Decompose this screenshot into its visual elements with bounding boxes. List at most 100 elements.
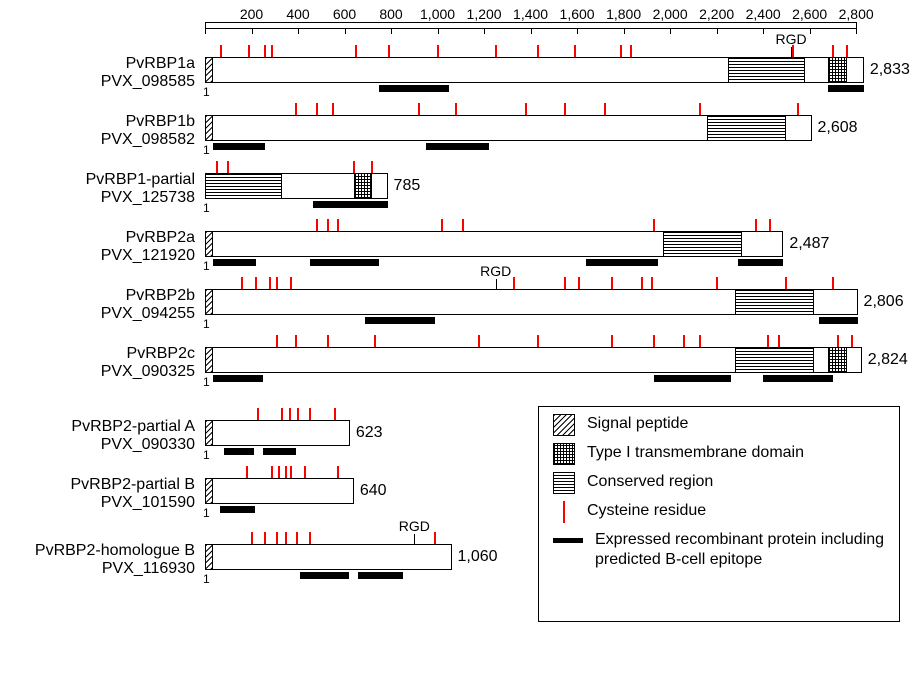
legend-item: Conserved region: [553, 472, 885, 494]
cysteine-tick: [574, 45, 576, 57]
legend-label: Type I transmembrane domain: [587, 443, 804, 463]
cysteine-tick: [611, 335, 613, 347]
cysteine-tick: [846, 45, 848, 57]
protein-accession: PVX_125738: [0, 189, 195, 207]
epitope-bar: [426, 143, 489, 150]
protein-bar: [205, 544, 452, 570]
conserved-region: [735, 347, 814, 373]
protein-name: PvRBP2-partial B: [0, 476, 195, 494]
epitope-bar: [220, 506, 255, 513]
epitope-bar: [213, 375, 263, 382]
cysteine-tick: [285, 466, 287, 478]
protein-name: PvRBP1b: [0, 113, 195, 131]
cysteine-tick: [495, 45, 497, 57]
cysteine-tick: [620, 45, 622, 57]
cysteine-tick: [248, 45, 250, 57]
cysteine-tick: [271, 45, 273, 57]
length-label: 623: [356, 424, 383, 442]
protein-bar: [205, 478, 354, 504]
cysteine-tick: [797, 103, 799, 115]
cysteine-tick: [611, 277, 613, 289]
legend-item: Type I transmembrane domain: [553, 443, 885, 465]
signal-peptide: [205, 478, 213, 504]
rgd-tick: [791, 47, 792, 57]
cysteine-tick: [334, 408, 336, 420]
cysteine-tick: [276, 277, 278, 289]
cysteine-tick: [374, 335, 376, 347]
axis-tick-label: 2,400: [746, 6, 781, 22]
length-label: 2,806: [864, 293, 904, 311]
cysteine-tick: [641, 277, 643, 289]
epitope-bar: [763, 375, 833, 382]
tm-domain: [828, 347, 847, 373]
start-label: 1: [203, 448, 210, 462]
legend-swatch: [563, 501, 565, 523]
protein-name: PvRBP2a: [0, 229, 195, 247]
epitope-bar: [300, 572, 349, 579]
epitope-bar: [365, 317, 435, 324]
signal-peptide: [205, 289, 213, 315]
cysteine-tick: [255, 277, 257, 289]
cysteine-tick: [290, 277, 292, 289]
legend: Signal peptide Type I transmembrane domai…: [538, 406, 900, 622]
protein-accession: PVX_101590: [0, 494, 195, 512]
cysteine-tick: [316, 219, 318, 231]
axis-tick-label: 200: [240, 6, 263, 22]
protein-name: PvRBP2-partial A: [0, 418, 195, 436]
cysteine-tick: [246, 466, 248, 478]
cysteine-tick: [462, 219, 464, 231]
cysteine-tick: [537, 45, 539, 57]
protein-diagram: 2004006008001,0001,2001,4001,6001,8002,0…: [0, 0, 918, 681]
cysteine-tick: [537, 335, 539, 347]
cysteine-tick: [295, 335, 297, 347]
cysteine-tick: [716, 277, 718, 289]
cysteine-tick: [295, 103, 297, 115]
cysteine-tick: [296, 532, 298, 544]
cysteine-tick: [269, 277, 271, 289]
protein-name: PvRBP2b: [0, 287, 195, 305]
protein-bar: [205, 420, 350, 446]
cysteine-tick: [332, 103, 334, 115]
cysteine-tick: [630, 45, 632, 57]
cysteine-tick: [837, 335, 839, 347]
cysteine-tick: [251, 532, 253, 544]
legend-label: Cysteine residue: [587, 501, 706, 521]
cysteine-tick: [220, 45, 222, 57]
signal-peptide: [205, 544, 213, 570]
legend-label: Conserved region: [587, 472, 713, 492]
rgd-label: RGD: [480, 263, 511, 279]
cysteine-tick: [309, 532, 311, 544]
signal-peptide: [205, 231, 213, 257]
cysteine-tick: [241, 277, 243, 289]
cysteine-tick: [264, 532, 266, 544]
start-label: 1: [203, 259, 210, 273]
cysteine-tick: [683, 335, 685, 347]
cysteine-tick: [388, 45, 390, 57]
start-label: 1: [203, 143, 210, 157]
start-label: 1: [203, 506, 210, 520]
epitope-bar: [263, 448, 296, 455]
cysteine-tick: [271, 466, 273, 478]
legend-label: Signal peptide: [587, 414, 688, 434]
cysteine-tick: [455, 103, 457, 115]
axis-tick-label: 600: [333, 6, 356, 22]
axis-tick-label: 1,800: [606, 6, 641, 22]
axis-tick-label: 2,600: [792, 6, 827, 22]
cysteine-tick: [355, 45, 357, 57]
cysteine-tick: [778, 335, 780, 347]
cysteine-tick: [216, 161, 218, 173]
protein-accession: PVX_090325: [0, 363, 195, 381]
cysteine-tick: [290, 466, 292, 478]
protein-accession: PVX_094255: [0, 305, 195, 323]
cysteine-tick: [285, 532, 287, 544]
axis-tick-label: 2,000: [653, 6, 688, 22]
axis-tick-label: 800: [379, 6, 402, 22]
cysteine-tick: [651, 277, 653, 289]
rgd-label: RGD: [775, 31, 806, 47]
epitope-bar: [586, 259, 658, 266]
cysteine-tick: [653, 335, 655, 347]
cysteine-tick: [327, 219, 329, 231]
cysteine-tick: [276, 335, 278, 347]
cysteine-tick: [564, 103, 566, 115]
legend-swatch: [553, 472, 575, 494]
